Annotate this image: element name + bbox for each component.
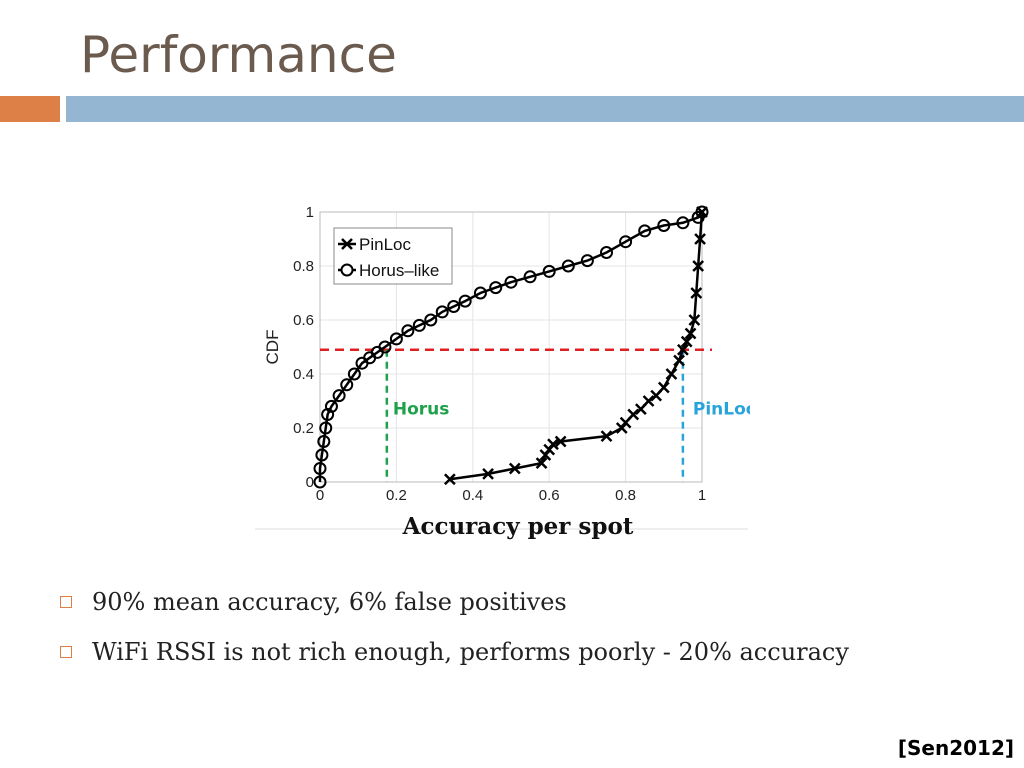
data-point-circle xyxy=(401,324,415,338)
bullet-list: 90% mean accuracy, 6% false positives Wi… xyxy=(60,586,849,686)
data-point-circle xyxy=(676,216,690,230)
citation: [Sen2012] xyxy=(897,736,1014,760)
data-point-x xyxy=(642,395,655,407)
x-tick-label: 0.8 xyxy=(615,487,636,504)
data-point-x xyxy=(482,468,494,480)
x-tick-label: 0 xyxy=(316,487,324,504)
bullet-item: 90% mean accuracy, 6% false positives xyxy=(60,586,849,618)
data-point-circle xyxy=(389,332,403,346)
data-point-circle xyxy=(542,264,556,278)
data-point-circle xyxy=(657,219,671,232)
x-tick-label: 0.6 xyxy=(539,487,560,504)
data-point-circle xyxy=(695,205,709,219)
data-point-x xyxy=(673,354,685,367)
cdf-chart: 0 0.2 0.4 0.6 0.8 1 0 0.2 0.4 0.6 0.8 1 CDF Accuracy … xyxy=(255,204,750,540)
y-tick-label: 0 xyxy=(306,474,314,491)
bullet-text: 90% mean accuracy, 6% false positives xyxy=(92,588,567,616)
y-tick-label: 0.6 xyxy=(293,312,314,329)
y-tick-label: 0.8 xyxy=(293,258,314,275)
y-tick-label: 0.4 xyxy=(293,366,314,383)
legend-x-icon xyxy=(341,238,353,250)
plot-frame xyxy=(319,211,703,483)
legend-entry: Horus–like xyxy=(359,261,439,280)
data-point-circle xyxy=(458,294,472,308)
legend-box xyxy=(333,227,453,285)
data-point-circle xyxy=(315,448,329,462)
bullet-text: WiFi RSSI is not rich enough, performs p… xyxy=(92,638,849,666)
horus-label: Horus xyxy=(393,400,450,420)
x-tick-label: 0.2 xyxy=(386,487,407,504)
data-point-circle xyxy=(412,318,426,332)
data-point-circle xyxy=(561,259,575,273)
data-point-x xyxy=(508,462,521,475)
data-point-circle xyxy=(504,275,518,289)
legend-circle-icon xyxy=(340,263,354,277)
accent-bar-blue xyxy=(66,96,1024,122)
data-point-x xyxy=(600,430,613,442)
data-point-circle xyxy=(580,254,594,268)
x-tick-label: 1 xyxy=(698,487,706,504)
data-point-circle xyxy=(523,270,537,284)
data-point-x xyxy=(665,368,678,380)
data-point-x xyxy=(535,457,548,469)
data-point-circle xyxy=(340,378,354,392)
data-point-circle xyxy=(347,367,361,381)
data-point-x xyxy=(690,287,703,299)
data-point-circle xyxy=(324,399,338,413)
data-point-circle xyxy=(317,435,331,448)
y-tick-label: 1 xyxy=(306,204,314,221)
y-axis-label: CDF xyxy=(263,330,282,365)
data-point-circle xyxy=(619,235,633,249)
data-point-circle xyxy=(319,421,333,435)
data-point-circle xyxy=(638,224,652,238)
data-point-circle xyxy=(332,389,346,403)
data-point-circle xyxy=(424,313,438,327)
data-point-x xyxy=(692,260,705,272)
data-point-x xyxy=(694,233,706,245)
data-point-circle xyxy=(378,340,392,354)
data-point-x xyxy=(554,435,567,448)
data-point-x xyxy=(677,343,689,356)
data-point-x xyxy=(547,438,559,451)
data-point-circle xyxy=(600,246,613,259)
x-axis-label: Accuracy per spot xyxy=(402,513,634,540)
data-point-circle xyxy=(489,281,503,295)
data-point-x xyxy=(443,473,456,486)
slide-title: Performance xyxy=(80,26,397,84)
data-point-circle xyxy=(313,475,327,489)
x-tick-label: 0.4 xyxy=(462,487,483,504)
bullet-square-icon xyxy=(60,596,72,608)
bullet-item: WiFi RSSI is not rich enough, performs p… xyxy=(60,636,849,668)
data-point-circle xyxy=(313,462,327,475)
pinloc-label: PinLoc xyxy=(693,400,750,420)
y-tick-label: 0.2 xyxy=(293,420,314,437)
data-point-circle xyxy=(473,286,487,300)
data-point-x xyxy=(627,408,640,421)
data-point-circle xyxy=(447,300,461,313)
bullet-square-icon xyxy=(60,646,72,658)
data-point-x xyxy=(684,327,697,340)
data-point-x xyxy=(680,335,693,348)
data-point-x xyxy=(657,381,670,394)
accent-bar-orange xyxy=(0,96,60,122)
legend-entry: PinLoc xyxy=(359,235,411,254)
data-point-x xyxy=(688,314,701,326)
data-point-circle xyxy=(435,305,449,319)
